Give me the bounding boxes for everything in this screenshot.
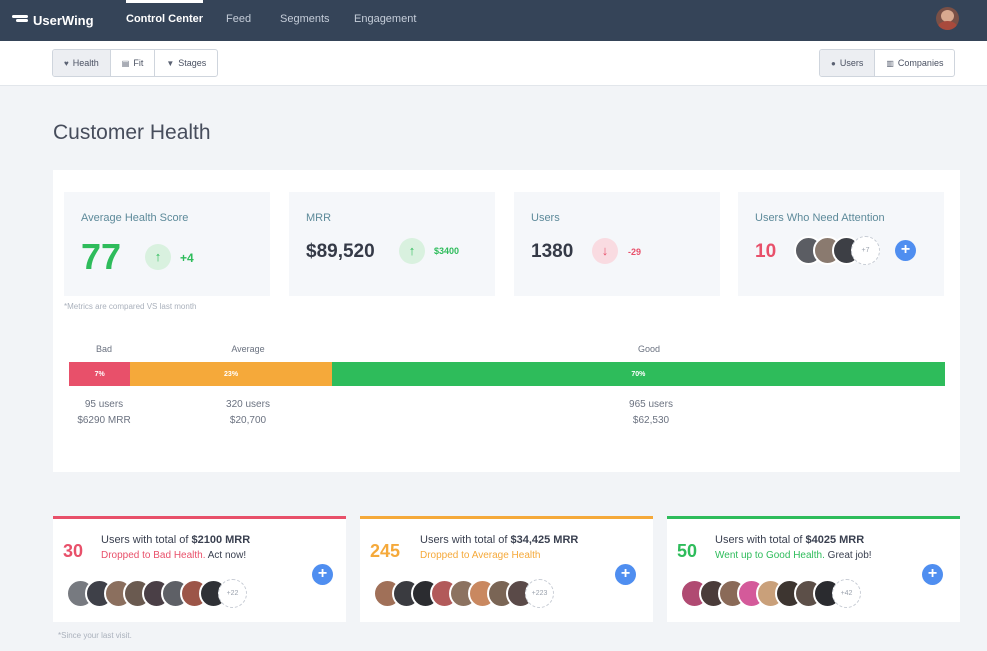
card-status: Dropped to Bad Health. Act now! bbox=[101, 550, 247, 561]
more-avatars-badge[interactable]: +42 bbox=[832, 579, 861, 608]
card-count: 245 bbox=[370, 541, 401, 561]
card-good-health[interactable]: 50 Users with total of $4025 MRR Went up… bbox=[667, 516, 960, 622]
average-mrr: $20,700 bbox=[229, 415, 267, 426]
card-average-health[interactable]: 245 Users with total of $34,425 MRR Drop… bbox=[360, 516, 653, 622]
nav-control-center[interactable]: Control Center bbox=[126, 0, 203, 41]
user-avatar[interactable] bbox=[936, 7, 959, 30]
brand-logo[interactable]: UserWing bbox=[12, 12, 94, 28]
bar-segment-bad[interactable]: 7% bbox=[69, 362, 131, 386]
filter-icon: ▼ bbox=[166, 58, 175, 68]
bad-stats: 95 users $6290 MRR bbox=[64, 397, 144, 429]
health-overview-panel: Average Health Score 77 ↑ +4 MRR $89,520… bbox=[53, 170, 960, 472]
metric-attention: Users Who Need Attention 10 +7 + bbox=[738, 192, 944, 296]
bad-label: Bad bbox=[95, 344, 112, 354]
metric-delta: -29 bbox=[628, 247, 642, 257]
nav-engagement[interactable]: Engagement bbox=[354, 13, 417, 25]
arrow-down-icon: ↓ bbox=[592, 238, 618, 264]
card-avatars: +22 bbox=[66, 579, 247, 608]
metric-delta: +4 bbox=[180, 251, 194, 265]
metric-value: 1380 bbox=[531, 241, 574, 262]
more-avatars-badge[interactable]: +223 bbox=[525, 579, 554, 608]
sub-toolbar: ♥ Health ▤ Fit ▼ Stages ● Users ▥ Companies bbox=[0, 41, 987, 86]
footnote: *Since your last visit. bbox=[58, 631, 132, 640]
card-status: Went up to Good Health. Great job! bbox=[715, 550, 872, 561]
bar-segment-average[interactable]: 23% bbox=[130, 362, 332, 386]
good-label: Good bbox=[637, 344, 661, 354]
add-icon[interactable]: + bbox=[312, 564, 333, 585]
attention-avatars: +7 bbox=[794, 236, 880, 265]
tab-companies[interactable]: ▥ Companies bbox=[886, 58, 944, 68]
good-users: 965 users bbox=[629, 399, 673, 410]
metrics-note: *Metrics are compared VS last month bbox=[64, 302, 197, 311]
entity-switcher: ● Users ▥ Companies bbox=[819, 49, 956, 77]
arrow-up-icon: ↑ bbox=[145, 244, 171, 270]
bar-segment-good[interactable]: 70% bbox=[331, 362, 945, 386]
average-stats: 320 users $20,700 bbox=[203, 397, 293, 429]
stack-icon: ▤ bbox=[121, 58, 130, 68]
nav-segments[interactable]: Segments bbox=[280, 13, 330, 25]
metric-mrr: MRR $89,520 ↑ $3400 bbox=[289, 192, 495, 296]
metric-value: 77 bbox=[81, 236, 122, 277]
add-icon[interactable]: + bbox=[895, 240, 916, 261]
metric-users: Users 1380 ↓ -29 bbox=[514, 192, 720, 296]
brand-name: UserWing bbox=[33, 12, 94, 28]
building-icon: ▥ bbox=[886, 58, 894, 68]
wing-icon bbox=[12, 15, 28, 25]
page-title: Customer Health bbox=[53, 121, 211, 144]
nav-feed[interactable]: Feed bbox=[226, 13, 252, 25]
tab-users[interactable]: ● Users bbox=[820, 50, 876, 76]
add-icon[interactable]: + bbox=[615, 564, 636, 585]
card-bad-health[interactable]: 30 Users with total of $2100 MRR Dropped… bbox=[53, 516, 346, 622]
add-icon[interactable]: + bbox=[922, 564, 943, 585]
card-count: 30 bbox=[63, 541, 84, 561]
average-label: Average bbox=[231, 344, 265, 354]
bad-users: 95 users bbox=[84, 399, 124, 410]
card-summary: Users with total of $4025 MRR bbox=[715, 534, 865, 546]
top-nav: UserWing Control Center Feed Segments En… bbox=[0, 0, 987, 41]
metric-delta: $3400 bbox=[434, 246, 460, 256]
heart-icon: ♥ bbox=[64, 58, 69, 68]
metric-value: 10 bbox=[755, 241, 777, 262]
card-summary: Users with total of $34,425 MRR bbox=[420, 534, 579, 546]
tab-fit[interactable]: ▤ Fit bbox=[111, 50, 156, 76]
average-users: 320 users bbox=[226, 399, 270, 410]
card-count: 50 bbox=[677, 541, 698, 561]
card-avatars: +42 bbox=[680, 579, 861, 608]
metric-label: Users bbox=[531, 212, 560, 224]
more-avatars-badge[interactable]: +7 bbox=[851, 236, 880, 265]
arrow-up-icon: ↑ bbox=[399, 238, 425, 264]
metric-label: Users Who Need Attention bbox=[755, 212, 885, 224]
tab-stages[interactable]: ▼ Stages bbox=[166, 58, 207, 68]
metric-label: Average Health Score bbox=[81, 212, 189, 224]
bad-mrr: $6290 MRR bbox=[77, 415, 131, 426]
card-summary: Users with total of $2100 MRR bbox=[101, 534, 251, 546]
card-status: Dropped to Average Health bbox=[420, 550, 541, 561]
metric-health-score: Average Health Score 77 ↑ +4 bbox=[64, 192, 270, 296]
metric-value: $89,520 bbox=[306, 241, 375, 262]
more-avatars-badge[interactable]: +22 bbox=[218, 579, 247, 608]
health-distribution-bar: 7% 23% 70% bbox=[69, 362, 945, 386]
card-avatars: +223 bbox=[373, 579, 554, 608]
tab-health[interactable]: ♥ Health bbox=[53, 50, 111, 76]
view-switcher: ♥ Health ▤ Fit ▼ Stages bbox=[52, 49, 219, 77]
metric-label: MRR bbox=[306, 212, 332, 224]
good-mrr: $62,530 bbox=[632, 415, 670, 426]
user-icon: ● bbox=[831, 58, 836, 68]
good-stats: 965 users $62,530 bbox=[606, 397, 696, 429]
